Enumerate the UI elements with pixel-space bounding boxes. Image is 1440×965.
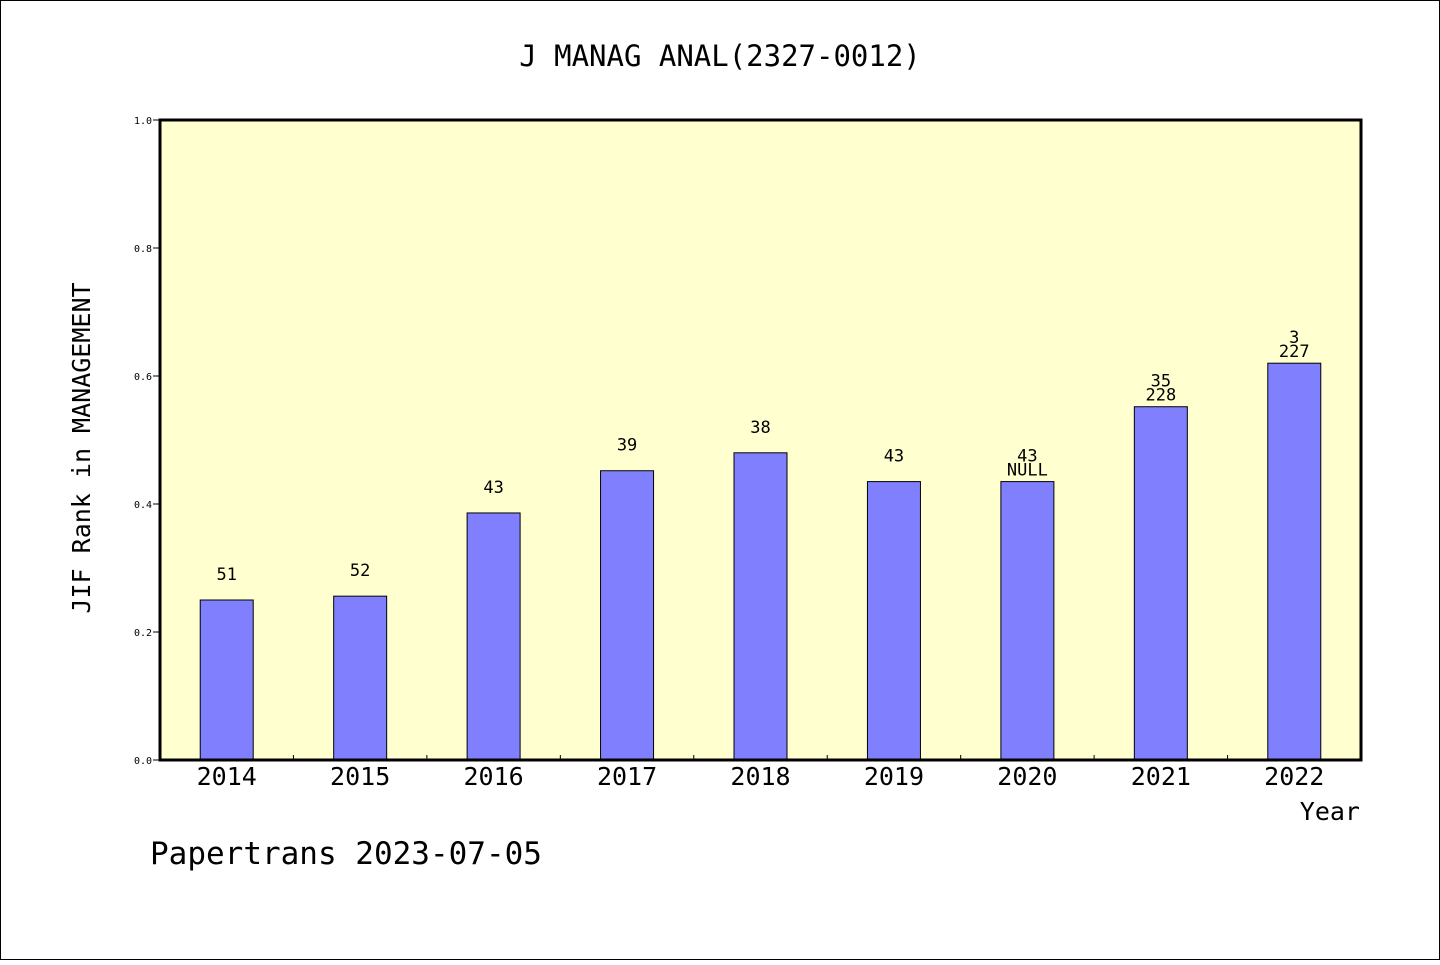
chart-title: J MANAG ANAL(2327-0012): [519, 39, 921, 73]
bar-value-label: 43: [483, 478, 503, 498]
bar-value-label: 43: [884, 447, 904, 467]
bar-value-label: 228: [1145, 386, 1176, 406]
y-axis-label: JIF Rank in MANAGEMENT: [67, 282, 96, 613]
bar: [1267, 362, 1322, 761]
bar-value-label: 51: [216, 565, 236, 585]
bar: [333, 595, 388, 761]
bar-value-label: 52: [350, 561, 370, 581]
bar-value-label: 43: [1017, 447, 1037, 467]
bar-value-label: 38: [750, 418, 770, 438]
x-tick-label: 2021: [1131, 762, 1191, 791]
x-tick-label: 2020: [997, 762, 1057, 791]
x-tick-label: 2015: [330, 762, 390, 791]
y-tick-label: 0.2: [134, 628, 152, 639]
bar: [1133, 406, 1188, 761]
bar: [600, 470, 655, 761]
footer-credit: Papertrans 2023-07-05: [150, 836, 542, 872]
bar: [466, 512, 521, 761]
y-tick-label: 0.4: [134, 500, 152, 511]
x-tick-label: 2019: [864, 762, 924, 791]
plot-area: 0.0 0.2 0.4 0.6 0.8 1.0 2014 51 2015 52 2016 43 2017…: [134, 116, 1363, 791]
y-tick-label: 0.8: [134, 244, 152, 255]
x-tick-label: 2017: [597, 762, 657, 791]
bar-value-label: 3: [1289, 328, 1299, 348]
x-axis-label: Year: [1300, 797, 1360, 826]
x-tick-label: 2018: [730, 762, 790, 791]
bar: [733, 452, 788, 761]
y-tick-label: 0.0: [134, 756, 152, 767]
x-tick-label: 2022: [1264, 762, 1324, 791]
bar: [199, 599, 254, 761]
x-tick-label: 2014: [197, 762, 257, 791]
x-tick-label: 2016: [464, 762, 524, 791]
plot-frame: [158, 118, 1363, 762]
bar-value-label: 227: [1279, 342, 1310, 362]
y-tick-label: 1.0: [134, 116, 152, 127]
bar-value-label: 35: [1151, 372, 1171, 392]
bar: [866, 481, 921, 761]
bar-value-label: NULL: [1007, 461, 1048, 481]
y-tick-label: 0.6: [134, 372, 152, 383]
bar-value-label: 39: [617, 436, 637, 456]
bar: [1000, 481, 1055, 761]
